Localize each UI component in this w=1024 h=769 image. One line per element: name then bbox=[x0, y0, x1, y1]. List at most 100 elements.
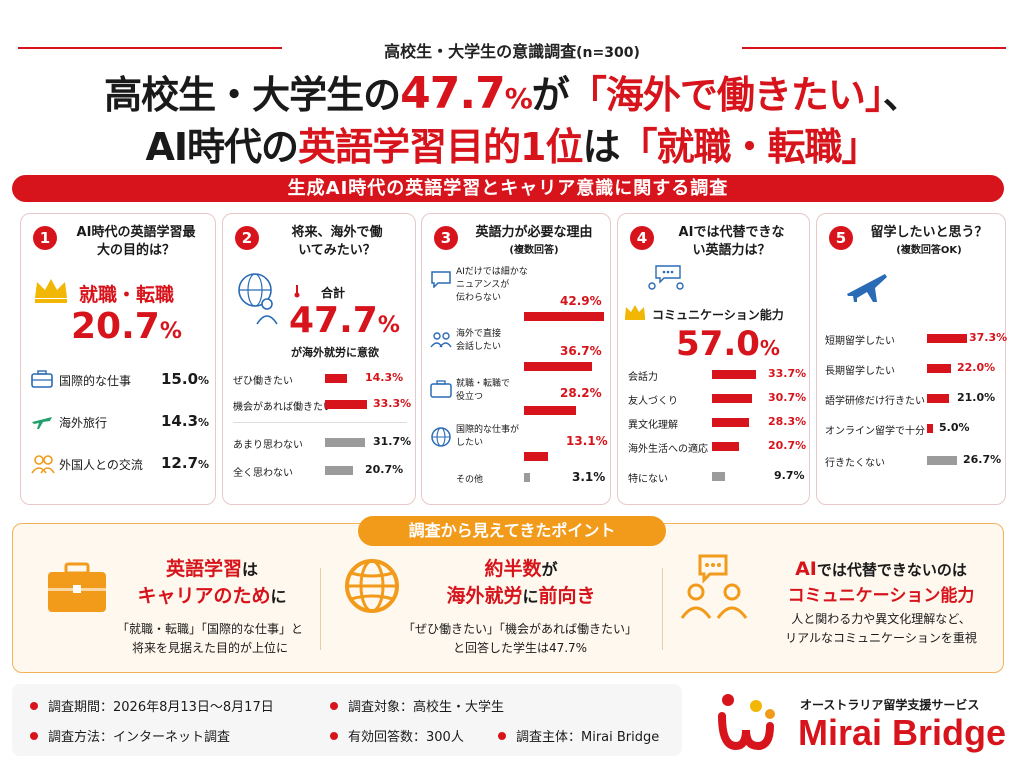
point-3-heading: AIでは代替できないのは コミュニケーション能力 bbox=[787, 558, 975, 606]
survey-info: 調査期間：2026年8月13日〜8月17日 調査方法：インターネット調査 調査対… bbox=[12, 684, 682, 756]
panel-number: 4 bbox=[630, 226, 654, 250]
skill-bar bbox=[712, 370, 756, 379]
headline-line-1: 高校生・大学生の47.7%が「海外で働きたい」、 bbox=[104, 68, 921, 119]
total-label: 合計 bbox=[321, 286, 346, 300]
briefcase-icon bbox=[48, 562, 106, 612]
reason-value: 28.2% bbox=[560, 386, 602, 400]
study-abroad-bar bbox=[927, 424, 933, 433]
header-rule-right bbox=[742, 47, 1006, 49]
point-divider bbox=[662, 568, 663, 650]
work-abroad-label: ぜひ働きたい bbox=[233, 376, 293, 387]
study-abroad-label: 長期留学したい bbox=[825, 366, 895, 377]
panel-title: 留学したいと思う？ (複数回答OK) bbox=[870, 225, 988, 256]
globe-icon bbox=[345, 559, 399, 613]
briefcase-icon bbox=[430, 380, 452, 398]
airplane-icon bbox=[847, 274, 887, 302]
divider bbox=[233, 422, 407, 423]
mirai-bridge-logo-icon bbox=[718, 694, 775, 751]
top-purpose-value: 20.7% bbox=[71, 306, 182, 347]
panel-title: AI時代の英語学習最大の目的は？ bbox=[76, 225, 196, 258]
briefcase-icon bbox=[31, 370, 53, 388]
study-abroad-label: 行きたくない bbox=[825, 458, 885, 469]
conversation-icon bbox=[680, 554, 748, 619]
purpose-label: 外国人との交流 bbox=[59, 458, 143, 472]
point-3-description: 人と関わる力や異文化理解など、 リアルなコミュニケーションを重視 bbox=[785, 612, 977, 645]
survey-title: 高校生・大学生の意識調査(n=300) bbox=[384, 42, 640, 61]
panel-number: 3 bbox=[434, 226, 458, 250]
study-abroad-label: オンライン留学で十分 bbox=[825, 426, 925, 437]
study-abroad-value: 26.7% bbox=[963, 453, 1002, 466]
brand-tagline: オーストラリア留学支援サービス bbox=[800, 698, 980, 712]
point-2-heading: 約半数が 海外就労に前向き bbox=[446, 558, 596, 607]
study-abroad-bar bbox=[927, 364, 951, 373]
top-purpose-label: 就職・転職 bbox=[79, 284, 175, 306]
point-1-description: 「就職・転職」「国際的な仕事」と 将来を見据えた目的が上位に bbox=[116, 622, 303, 655]
study-abroad-label: 短期留学したい bbox=[825, 336, 895, 347]
work-abroad-value: 14.3% bbox=[365, 371, 404, 384]
work-abroad-value: 20.7% bbox=[365, 463, 404, 476]
panel-title: 将来、海外で働いてみたい？ bbox=[291, 225, 383, 258]
conversation-icon bbox=[648, 265, 684, 290]
work-abroad-label: 全く思わない bbox=[233, 468, 293, 479]
survey-organizer: 調査主体：Mirai Bridge bbox=[498, 726, 659, 745]
panel-number: 5 bbox=[829, 226, 853, 250]
survey-target: 調査対象：高校生・大学生 bbox=[330, 696, 504, 715]
panel-2: 2 将来、海外で働いてみたい？ 合計 47.7% が海外就労に意欲 ぜひ働きたい… bbox=[222, 213, 416, 505]
survey-responses: 有効回答数：300人 bbox=[330, 726, 464, 745]
reason-bar bbox=[524, 312, 604, 321]
reason-value: 36.7% bbox=[560, 344, 602, 358]
reason-label: AIだけでは細かな ニュアンスが 伝わらない bbox=[456, 267, 528, 303]
reason-value: 3.1% bbox=[572, 470, 606, 484]
purpose-value: 15.0% bbox=[161, 370, 210, 388]
reason-label: 海外で直接 会話したい bbox=[456, 329, 502, 352]
top-skill-label: コミュニケーション能力 bbox=[652, 308, 784, 322]
skill-label: 特にない bbox=[628, 474, 668, 485]
reason-value: 42.9% bbox=[560, 294, 602, 308]
purpose-label: 国際的な仕事 bbox=[59, 374, 132, 388]
survey-banner: 生成AI時代の英語学習とキャリア意識に関する調査 bbox=[12, 175, 1004, 202]
work-abroad-bar bbox=[325, 438, 365, 447]
point-1-heading: 英語学習は キャリアのために bbox=[137, 558, 287, 607]
study-abroad-value: 21.0% bbox=[957, 391, 996, 404]
brand-name: Mirai Bridge bbox=[798, 712, 1007, 753]
skill-label: 友人づくり bbox=[628, 396, 678, 407]
purpose-value: 14.3% bbox=[161, 412, 210, 430]
crown-icon bbox=[625, 305, 645, 320]
survey-period: 調査期間：2026年8月13日〜8月17日 bbox=[30, 696, 274, 715]
skill-label: 異文化理解 bbox=[628, 420, 678, 431]
skill-value: 30.7% bbox=[768, 391, 807, 404]
panel-1: 1 AI時代の英語学習最大の目的は？ 就職・転職 20.7% 国際的な仕事 15… bbox=[20, 213, 216, 505]
purpose-value: 12.7% bbox=[161, 454, 210, 472]
reason-bar bbox=[524, 362, 592, 371]
skill-bar bbox=[712, 394, 752, 403]
header-rule-left bbox=[18, 47, 282, 49]
reason-label: 就職・転職で 役立つ bbox=[456, 379, 511, 402]
panel-number: 2 bbox=[235, 226, 259, 250]
reason-label: その他 bbox=[456, 475, 484, 485]
skill-value: 20.7% bbox=[768, 439, 807, 452]
study-abroad-bar bbox=[927, 456, 957, 465]
skill-label: 海外生活への適応 bbox=[628, 444, 708, 455]
study-abroad-value: 5.0% bbox=[939, 421, 970, 434]
total-value: 47.7% bbox=[289, 300, 400, 341]
airplane-icon bbox=[32, 417, 52, 429]
study-abroad-bar bbox=[927, 394, 949, 403]
skill-bar bbox=[712, 442, 739, 451]
chat-bubble-icon bbox=[431, 271, 451, 288]
globe-person-icon bbox=[238, 273, 278, 325]
panel-title: 英語力が必要な理由 (複数回答) bbox=[475, 225, 593, 256]
panel-number: 1 bbox=[33, 226, 57, 250]
work-abroad-bar bbox=[325, 400, 367, 409]
people-icon bbox=[31, 455, 55, 474]
study-abroad-value: 37.3% bbox=[969, 331, 1008, 344]
purpose-label: 海外旅行 bbox=[59, 416, 108, 430]
survey-method: 調査方法：インターネット調査 bbox=[30, 726, 230, 745]
panel-3: 3 英語力が必要な理由 (複数回答) AIだけでは細かな ニュアンスが 伝わらない 4… bbox=[421, 213, 611, 505]
panel-title: AIでは代替できない英語力は？ bbox=[678, 225, 785, 258]
crown-icon bbox=[35, 279, 67, 303]
skill-bar bbox=[712, 418, 749, 427]
thermometer-icon bbox=[294, 285, 300, 298]
reason-value: 13.1% bbox=[566, 434, 608, 448]
reason-bar bbox=[524, 473, 530, 482]
reason-bar bbox=[524, 406, 576, 415]
